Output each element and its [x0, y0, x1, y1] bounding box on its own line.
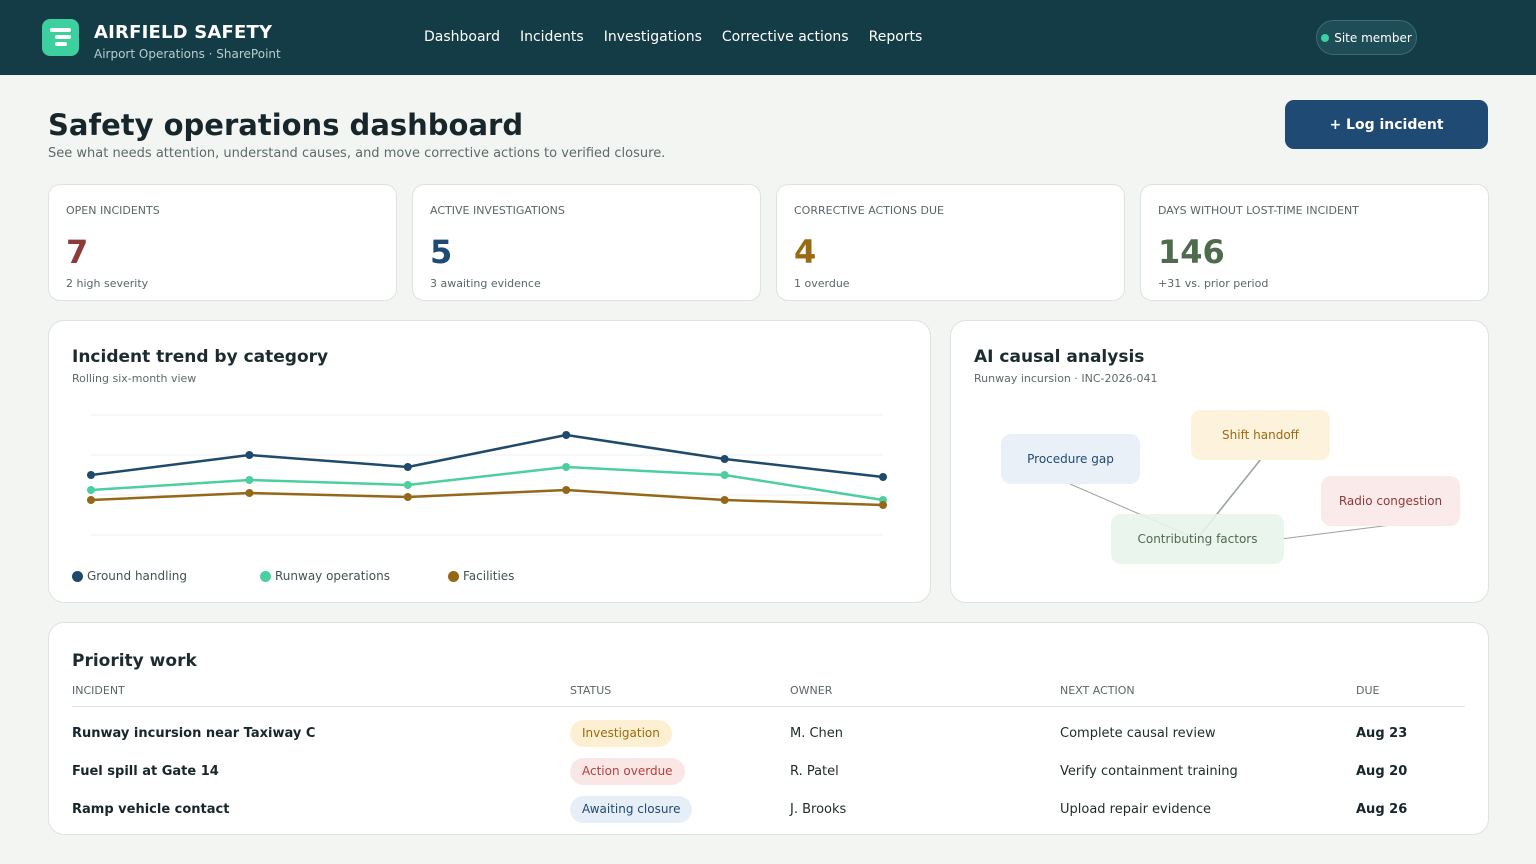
status-dot-icon [1321, 33, 1330, 42]
table-row[interactable]: Fuel spill at Gate 14 Action overdue R. … [72, 758, 1465, 788]
column-header-owner[interactable]: OWNER [790, 684, 833, 697]
causal-link [1280, 524, 1392, 540]
kpi-note: 2 high severity [66, 277, 149, 290]
due-date: Aug 26 [1356, 802, 1408, 817]
legend-label: Facilities [463, 569, 515, 583]
data-point[interactable] [87, 486, 95, 494]
status-badge: Action overdue [570, 758, 685, 785]
brand-subtitle: Airport Operations · SharePoint [94, 47, 281, 61]
incident-trend-card: Incident trend by category Rolling six-m… [48, 320, 931, 603]
kpi-corrective-actions-due[interactable]: CORRECTIVE ACTIONS DUE 4 1 overdue [776, 184, 1125, 301]
data-point[interactable] [562, 463, 571, 471]
brand-title: AIRFIELD SAFETY [94, 22, 273, 43]
data-point[interactable] [879, 473, 887, 481]
trend-title: Incident trend by category [72, 347, 329, 367]
causal-node-radio-congestion[interactable]: Radio congestion [1321, 476, 1460, 526]
kpi-note: 1 overdue [794, 277, 850, 290]
trend-subtitle: Rolling six-month view [72, 372, 197, 385]
series-line-2 [90, 488, 884, 507]
causal-node-shift-handoff[interactable]: Shift handoff [1191, 410, 1330, 460]
data-point[interactable] [245, 451, 254, 459]
table-divider [72, 706, 1465, 707]
causal-node-center[interactable]: Contributing factors [1111, 514, 1284, 564]
due-date: Aug 20 [1356, 764, 1408, 779]
site-member-badge[interactable]: Site member [1316, 20, 1417, 55]
causal-subtitle: Runway incursion · INC-2026-041 [974, 372, 1158, 385]
data-point[interactable] [720, 455, 729, 463]
series-line-1 [90, 465, 884, 502]
column-header-due[interactable]: DUE [1356, 684, 1380, 697]
data-point[interactable] [87, 471, 95, 479]
kpi-label: ACTIVE INVESTIGATIONS [430, 204, 565, 217]
data-point[interactable] [403, 493, 412, 501]
trend-chart [87, 414, 887, 536]
legend-label: Runway operations [275, 569, 390, 583]
column-header-next-action[interactable]: NEXT ACTION [1060, 684, 1135, 697]
nav-incidents[interactable]: Incidents [519, 29, 584, 45]
site-member-label: Site member [1334, 30, 1412, 45]
kpi-active-investigations[interactable]: ACTIVE INVESTIGATIONS 5 3 awaiting evide… [412, 184, 761, 301]
kpi-note: 3 awaiting evidence [430, 277, 541, 290]
kpi-label: OPEN INCIDENTS [66, 204, 160, 217]
page-subtitle: See what needs attention, understand cau… [48, 146, 666, 161]
kpi-value: 5 [430, 233, 453, 271]
causal-analysis-card: AI causal analysis Runway incursion · IN… [950, 320, 1489, 603]
legend-swatch [72, 570, 83, 582]
status-badge: Awaiting closure [570, 796, 693, 823]
column-header-incident[interactable]: INCIDENT [72, 684, 125, 697]
kpi-note: +31 vs. prior period [1158, 277, 1269, 290]
nav-dashboard[interactable]: Dashboard [424, 29, 500, 45]
priority-work-card: Priority work [48, 622, 1489, 835]
priority-title: Priority work [72, 651, 197, 671]
main-nav: Dashboard Incidents Investigations Corre… [424, 29, 922, 45]
next-action: Verify containment training [1060, 764, 1238, 779]
data-point[interactable] [87, 496, 95, 504]
data-point[interactable] [403, 481, 412, 489]
kpi-label: DAYS WITHOUT LOST-TIME INCIDENT [1158, 204, 1359, 217]
nav-corrective-actions[interactable]: Corrective actions [721, 29, 849, 45]
next-action: Upload repair evidence [1060, 802, 1211, 817]
legend-swatch [260, 570, 271, 582]
kpi-value: 7 [66, 233, 89, 271]
owner-name: R. Patel [790, 764, 839, 779]
owner-name: J. Brooks [790, 802, 847, 817]
causal-title: AI causal analysis [974, 347, 1145, 367]
due-date: Aug 23 [1356, 726, 1408, 741]
kpi-value: 146 [1158, 233, 1225, 271]
data-point[interactable] [720, 471, 729, 479]
incident-name[interactable]: Ramp vehicle contact [72, 802, 230, 817]
page-title: Safety operations dashboard [48, 108, 524, 142]
legend-item-runway-operations: Runway operations [260, 569, 390, 583]
data-point[interactable] [562, 486, 571, 494]
legend-item-facilities: Facilities [448, 569, 514, 583]
data-point[interactable] [245, 489, 254, 497]
status-badge: Investigation [570, 720, 672, 747]
kpi-value: 4 [794, 233, 817, 271]
kpi-label: CORRECTIVE ACTIONS DUE [794, 204, 945, 217]
log-incident-button[interactable]: + Log incident [1285, 100, 1488, 149]
nav-reports[interactable]: Reports [868, 29, 923, 45]
legend-swatch [448, 570, 459, 582]
causal-node-procedure-gap[interactable]: Procedure gap [1001, 434, 1140, 484]
data-point[interactable] [720, 496, 729, 504]
owner-name: M. Chen [790, 726, 844, 741]
next-action: Complete causal review [1060, 726, 1216, 741]
data-point[interactable] [562, 431, 571, 439]
legend-item-ground-handling: Ground handling [72, 569, 187, 583]
kpi-days-without-lti[interactable]: DAYS WITHOUT LOST-TIME INCIDENT 146 +31 … [1140, 184, 1489, 301]
series-line-0 [90, 433, 884, 479]
data-point[interactable] [403, 463, 412, 471]
table-row[interactable]: Runway incursion near Taxiway C Investig… [72, 720, 1465, 750]
legend-label: Ground handling [87, 569, 188, 583]
top-bar: AIRFIELD SAFETY Airport Operations · Sha… [0, 0, 1536, 75]
kpi-open-incidents[interactable]: OPEN INCIDENTS 7 2 high severity [48, 184, 397, 301]
column-header-status[interactable]: STATUS [570, 684, 612, 697]
app-logo-icon[interactable] [42, 19, 79, 56]
nav-investigations[interactable]: Investigations [603, 29, 702, 45]
data-point[interactable] [879, 501, 887, 509]
incident-name[interactable]: Runway incursion near Taxiway C [72, 726, 316, 741]
incident-name[interactable]: Fuel spill at Gate 14 [72, 764, 219, 779]
table-row[interactable]: Ramp vehicle contact Awaiting closure J.… [72, 796, 1465, 826]
data-point[interactable] [245, 476, 254, 484]
